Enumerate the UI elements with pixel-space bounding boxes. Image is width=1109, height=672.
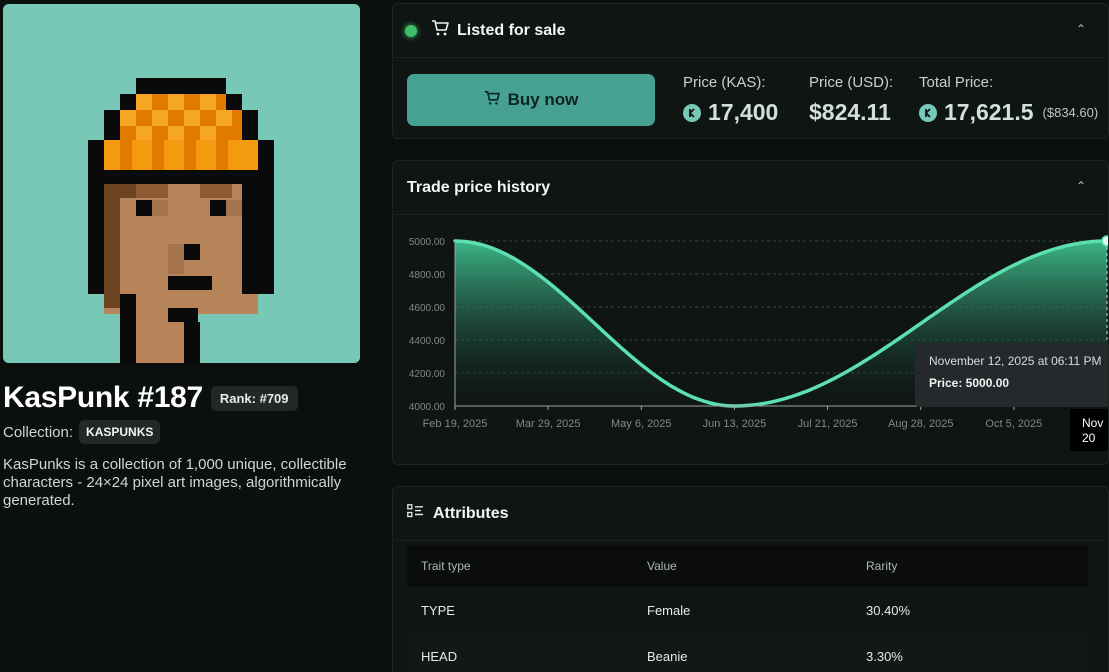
trait-type-cell: TYPE bbox=[421, 602, 455, 618]
hover-point bbox=[1101, 235, 1108, 247]
total-price-usd: ($834.60) bbox=[1042, 105, 1099, 120]
chevron-up-icon[interactable]: ⌃ bbox=[1075, 179, 1086, 193]
price-chart: 5000.00 4800.00 4600.00 4400.00 4200.00 4000.… bbox=[393, 216, 1108, 464]
x-tick-label: May 6, 2025 bbox=[611, 418, 672, 430]
trait-type-cell: HEAD bbox=[421, 648, 458, 664]
chart-tooltip: November 12, 2025 at 06:11 PM Price: 500… bbox=[915, 343, 1108, 407]
y-tick-label: 4400.00 bbox=[409, 336, 446, 347]
x-tick-label: Mar 29, 2025 bbox=[516, 418, 581, 430]
history-panel-title: Trade price history bbox=[407, 178, 551, 196]
y-tick-label: 4000.00 bbox=[409, 402, 446, 413]
trait-value-cell: Female bbox=[647, 602, 691, 618]
attributes-panel: Attributes Trait type Value Rarity TYPE … bbox=[392, 486, 1109, 672]
x-tick-label: Jul 21, 2025 bbox=[798, 418, 858, 430]
total-price-value-row: 17,621.5 ($834.60) bbox=[919, 99, 1098, 126]
collection-label: Collection: bbox=[3, 423, 74, 441]
total-price-label: Total Price: bbox=[919, 74, 994, 91]
rank-badge: Rank: #709 bbox=[210, 385, 298, 411]
axis-flag-line-2: 20 bbox=[1082, 431, 1096, 445]
tooltip-price: Price: 5000.00 bbox=[929, 376, 1010, 390]
nft-title: KasPunk #187 bbox=[3, 381, 203, 414]
cart-icon bbox=[431, 19, 449, 42]
trait-rarity-cell: 30.40% bbox=[866, 602, 911, 618]
price-kas-block: Price (KAS): 17,400 bbox=[683, 74, 778, 126]
attributes-panel-title: Attributes bbox=[433, 504, 509, 522]
sale-panel-header[interactable]: Listed for sale ⌃ bbox=[393, 4, 1108, 58]
attributes-table: Trait type Value Rarity TYPE Female 30.4… bbox=[407, 545, 1088, 672]
header-rarity: Rarity bbox=[866, 559, 898, 573]
table-row: TYPE Female 30.40% bbox=[407, 587, 1088, 633]
tooltip-date: November 12, 2025 at 06:11 PM bbox=[929, 354, 1102, 368]
status-dot-icon bbox=[405, 24, 417, 37]
header-trait-type: Trait type bbox=[421, 559, 471, 573]
nft-image bbox=[3, 4, 360, 363]
price-usd-value: $824.11 bbox=[809, 99, 891, 125]
y-tick-label: 4600.00 bbox=[409, 303, 446, 314]
x-tick-label: Jun 13, 2025 bbox=[703, 418, 767, 430]
price-kas-value-row: 17,400 bbox=[683, 99, 778, 126]
nft-description: KasPunks is a collection of 1,000 unique… bbox=[3, 456, 347, 509]
collection-row: Collection: KASPUNKS bbox=[3, 420, 161, 444]
table-header-row: Trait type Value Rarity bbox=[407, 545, 1088, 587]
price-usd-label: Price (USD): bbox=[809, 74, 894, 91]
buy-now-button[interactable]: Buy now bbox=[407, 74, 655, 126]
listed-for-sale-panel: Listed for sale ⌃ Buy now Price (KAS): 1… bbox=[392, 3, 1109, 139]
price-kas-value: 17,400 bbox=[708, 99, 779, 125]
trait-rarity-cell: 3.30% bbox=[866, 648, 903, 664]
price-kas-label: Price (KAS): bbox=[683, 74, 766, 91]
x-tick-label: Aug 28, 2025 bbox=[888, 418, 953, 430]
axis-flag-line-1: Nov bbox=[1082, 416, 1104, 430]
buy-now-label: Buy now bbox=[507, 90, 579, 109]
y-tick-label: 4200.00 bbox=[409, 369, 446, 380]
total-price-block: Total Price: 17,621.5 ($834.60) bbox=[919, 74, 1098, 126]
total-price-kas: 17,621.5 bbox=[944, 99, 1034, 125]
kas-icon bbox=[919, 103, 937, 122]
history-panel-header[interactable]: Trade price history ⌃ bbox=[393, 161, 1108, 215]
series-line bbox=[453, 239, 1108, 408]
kas-icon bbox=[683, 103, 701, 122]
attributes-panel-header[interactable]: Attributes bbox=[393, 487, 1108, 541]
price-chart-svg: 5000.00 4800.00 4600.00 4400.00 4200.00 4000.… bbox=[409, 235, 1108, 430]
price-usd-block: Price (USD): $824.11 bbox=[809, 74, 893, 126]
collection-link[interactable]: KASPUNKS bbox=[79, 420, 161, 444]
y-tick-label: 5000.00 bbox=[409, 237, 446, 248]
header-value: Value bbox=[647, 559, 677, 573]
cart-icon bbox=[484, 90, 500, 111]
table-row: HEAD Beanie 3.30% bbox=[407, 633, 1088, 672]
x-axis-hover-flag: Nov 20 bbox=[1070, 409, 1108, 451]
chevron-up-icon[interactable]: ⌃ bbox=[1075, 22, 1086, 36]
trade-price-history-panel: Trade price history ⌃ 5000.00 4800.00 4600… bbox=[392, 160, 1109, 465]
x-tick-label: Feb 19, 2025 bbox=[423, 418, 488, 430]
pixel-punk-art bbox=[3, 4, 360, 363]
list-icon bbox=[407, 504, 424, 523]
trait-value-cell: Beanie bbox=[647, 648, 688, 664]
sale-panel-title: Listed for sale bbox=[457, 21, 566, 39]
title-row: KasPunk #187 Rank: #709 bbox=[3, 381, 298, 415]
x-tick-label: Oct 5, 2025 bbox=[985, 418, 1042, 430]
y-tick-label: 4800.00 bbox=[409, 270, 446, 281]
